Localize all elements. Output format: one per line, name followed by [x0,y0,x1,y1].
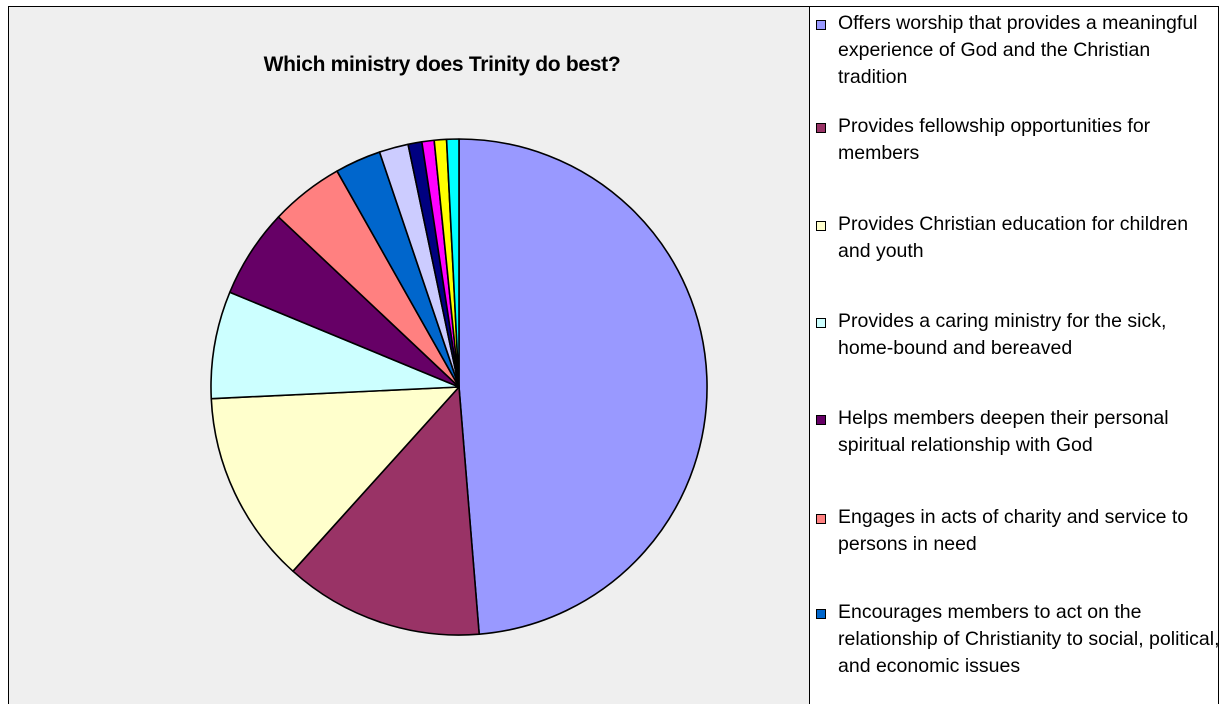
pie-slice-12 [445,138,460,388]
pie-slice-4 [210,291,460,400]
chart-title: Which ministry does Trinity do best? [263,53,621,76]
chart-area: Which ministry does Trinity do best? Off… [8,6,1219,704]
legend-swatch-6 [816,514,826,524]
legend-label-4: Provides a caring ministry for the sick,… [838,310,1167,359]
legend: Offers worship that provides a meaningfu… [809,7,1219,704]
legend-swatch-7 [816,609,826,619]
pie-slice-2 [292,386,480,636]
legend-label-2: Provides fellowship opportunities for me… [838,115,1151,164]
legend-label-7: Encourages members to act on the relatio… [838,601,1219,677]
legend-swatch-5 [816,415,826,425]
pie-slice-1 [458,138,708,635]
pie-slice-3 [210,386,460,572]
legend-swatch-3 [816,221,826,231]
legend-swatch-1 [816,20,826,30]
pie-chart [210,138,708,636]
legend-label-3: Provides Christian education for childre… [838,213,1189,262]
legend-swatch-2 [816,123,826,133]
legend-label-6: Engages in acts of charity and service t… [838,506,1189,555]
legend-label-5: Helps members deepen their personal spir… [838,407,1169,456]
legend-swatch-4 [816,318,826,328]
legend-label-1: Offers worship that provides a meaningfu… [838,12,1198,88]
